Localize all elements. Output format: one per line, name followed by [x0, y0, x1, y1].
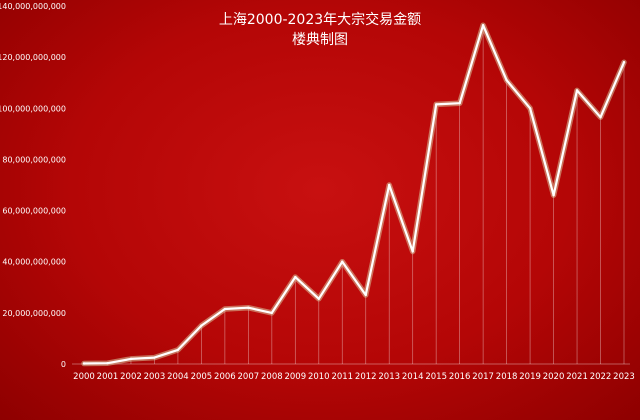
- x-tick-label: 2002: [120, 372, 142, 382]
- x-tick-label: 2017: [472, 372, 494, 382]
- x-tick-label: 2007: [238, 372, 260, 382]
- x-tick-label: 2015: [425, 372, 447, 382]
- drop-lines: [83, 25, 625, 364]
- data-point: [411, 250, 414, 253]
- x-tick-label: 2008: [261, 372, 283, 382]
- x-tick-label: 2022: [590, 372, 612, 382]
- x-tick-label: 2020: [543, 372, 565, 382]
- data-point: [317, 297, 320, 300]
- data-point: [599, 116, 602, 119]
- x-tick-label: 2012: [355, 372, 377, 382]
- data-point: [505, 78, 508, 82]
- y-tick-label: 20,000,000,000: [2, 309, 66, 318]
- y-tick-label: 0: [61, 360, 66, 369]
- y-tick-label: 100,000,000,000: [0, 104, 66, 113]
- y-tick-label: 80,000,000,000: [2, 155, 66, 164]
- x-tick-label: 2014: [402, 372, 424, 382]
- x-tick-label: 2009: [284, 372, 306, 382]
- x-tick-label: 2003: [144, 372, 166, 382]
- chart-title-line-1: 上海2000-2023年大宗交易金额: [218, 12, 422, 28]
- data-point: [622, 61, 626, 64]
- data-point: [364, 293, 367, 297]
- x-tick-label: 2005: [191, 372, 213, 382]
- series-line-glow: [81, 22, 627, 367]
- x-tick-label: 2013: [378, 372, 400, 382]
- series-group: [81, 22, 627, 367]
- data-point: [434, 103, 438, 106]
- data-point: [200, 324, 203, 327]
- x-tick-label: 2018: [496, 372, 518, 382]
- x-tick-label: 2000: [73, 372, 95, 382]
- data-point: [341, 260, 344, 263]
- data-point: [294, 275, 297, 279]
- chart-title-line-2: 楼典制图: [292, 32, 348, 48]
- x-axis: 2000 2001 2002 2003 2004 2005 2006 2007 2008 2009…: [72, 363, 635, 382]
- x-tick-label: 2019: [519, 372, 541, 382]
- x-tick-label: 2010: [308, 372, 330, 382]
- x-tick-label: 2001: [97, 372, 119, 382]
- data-point: [270, 311, 274, 315]
- data-point: [575, 89, 579, 92]
- x-tick-label: 2021: [566, 372, 588, 382]
- data-point: [388, 183, 391, 187]
- data-point: [552, 194, 555, 197]
- chart-title: 上海2000-2023年大宗交易金额 楼典制图: [0, 10, 640, 50]
- data-point: [247, 306, 250, 309]
- x-tick-label: 2006: [214, 372, 236, 382]
- x-tick-label: 2011: [331, 372, 353, 382]
- data-point: [153, 356, 156, 359]
- y-tick-label: 120,000,000,000: [0, 53, 66, 62]
- y-tick-label: 40,000,000,000: [2, 258, 66, 267]
- y-tick-label: 140,000,000,000: [0, 2, 66, 11]
- data-point: [223, 307, 227, 311]
- x-tick-label: 2023: [613, 372, 635, 382]
- x-tick-label: 2016: [449, 372, 471, 382]
- data-point: [106, 362, 109, 365]
- data-point: [528, 107, 532, 110]
- y-axis: 0 20,000,000,000 40,000,000,000 60,000,000,…: [0, 2, 66, 369]
- data-point: [481, 23, 485, 27]
- data-point: [176, 348, 180, 352]
- data-point: [82, 362, 86, 365]
- x-tick-label: 2004: [167, 372, 189, 382]
- series-line: [82, 24, 626, 365]
- data-point: [129, 357, 133, 361]
- data-point: [458, 101, 461, 105]
- y-tick-label: 60,000,000,000: [2, 207, 66, 216]
